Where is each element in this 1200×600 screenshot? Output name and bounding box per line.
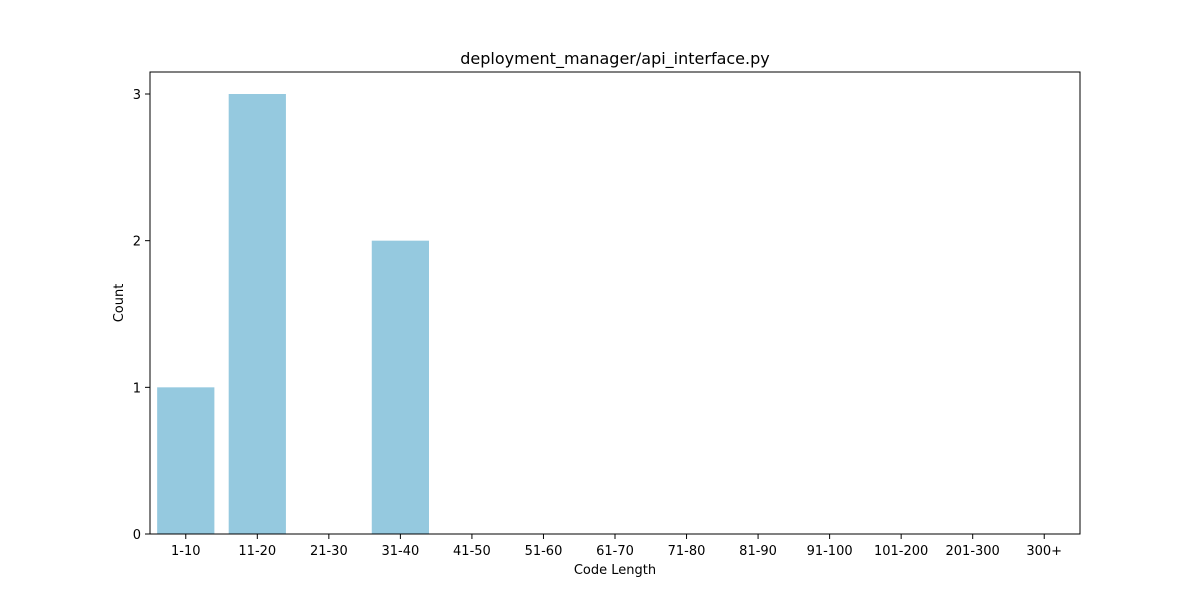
y-tick-label: 0 [133,528,141,543]
chart-title: deployment_manager/api_interface.py [460,49,769,69]
y-axis: 0 1 2 3 [133,88,150,543]
bar-1-10 [157,387,215,534]
x-tick-label: 41-50 [453,544,491,559]
x-tick-label: 51-60 [525,544,563,559]
x-tick-label: 201-300 [946,544,1000,559]
y-tick-label: 2 [133,235,141,250]
bar-11-20 [228,94,286,534]
x-axis: 1-10 11-20 21-30 31-40 41-50 51-60 61-70 71-80 8… [171,534,1062,559]
x-tick-label: 31-40 [381,544,419,559]
x-tick-label: 71-80 [668,544,706,559]
x-tick-label: 11-20 [238,544,276,559]
x-tick-label: 1-10 [171,544,201,559]
x-tick-label: 61-70 [596,544,634,559]
x-tick-label: 81-90 [739,544,777,559]
y-axis-label: Count [112,284,127,323]
x-tick-label: 21-30 [310,544,348,559]
y-tick-label: 1 [133,381,141,396]
x-tick-label: 91-100 [807,544,853,559]
bars-group [157,94,429,534]
x-tick-label: 101-200 [874,544,928,559]
y-tick-label: 3 [133,88,141,103]
x-tick-label: 300+ [1026,544,1062,559]
bar-31-40 [371,240,429,534]
x-axis-label: Code Length [574,563,656,578]
plot-frame [149,71,1081,535]
